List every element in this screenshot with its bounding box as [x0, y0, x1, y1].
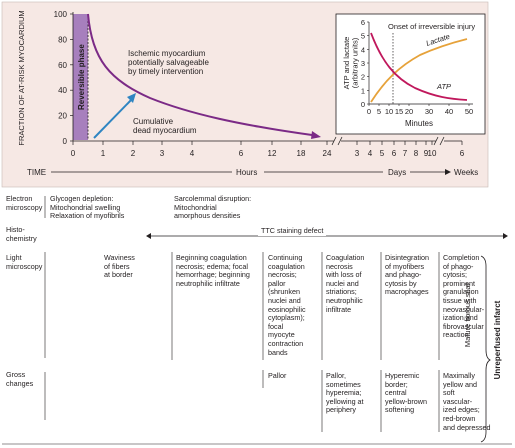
inset-y-tick-label: 6 [361, 18, 365, 27]
inset-x-tick-label: 30 [425, 107, 433, 116]
x-tick-label: 6 [239, 149, 244, 158]
inset-y-tick-label: 4 [361, 45, 365, 54]
gross-cell: Maximally yellow and soft vascular- ized… [443, 371, 491, 432]
x-tick-label: 6 [460, 149, 465, 158]
dead-myocardium-label: Cumulative dead myocardium [133, 117, 197, 135]
y-tick-label: 100 [54, 10, 68, 19]
y-tick-label: 40 [58, 86, 67, 95]
x-tick-label: 10 [428, 149, 437, 158]
gross-cell: Pallor [268, 371, 287, 380]
inset-x-axis-label: Minutes [405, 119, 433, 128]
x-axis-break-hours-days [331, 136, 343, 146]
time-label: TIME [27, 168, 46, 177]
lm-cell: Waviness of fibers at border [104, 253, 135, 280]
atp-label: ATP [436, 82, 451, 91]
x-axis-break-days-weeks [433, 136, 445, 146]
x-tick-label: 18 [297, 149, 306, 158]
inset-y-axis-label: ATP and lactate(arbitrary units) [342, 37, 360, 90]
x-tick-label: 3 [160, 149, 165, 158]
lactate-curve [370, 38, 468, 103]
inset-x-tick-label: 10 [385, 107, 393, 116]
weeks-label: Weeks [454, 168, 478, 177]
row-label-gross-changes: Gross changes [6, 370, 34, 388]
inset-x-ticks: 0 5 10 15 20 30 40 50 [367, 104, 473, 116]
inset-x-tick-label: 40 [445, 107, 453, 116]
ttc-staining-defect: TTC staining defect [258, 226, 327, 236]
x-tick-label: 3 [355, 149, 360, 158]
lm-cell: Disintegration of myofibers and phago- c… [385, 253, 429, 297]
inset-y-tick-label: 3 [361, 59, 365, 68]
atp-curve [370, 32, 468, 101]
x-tick-label: 2 [131, 149, 136, 158]
x-tick-label: 24 [323, 149, 332, 158]
inset-x-tick-label: 5 [377, 107, 381, 116]
row-label-electron-microscopy: Electron microscopy [6, 194, 43, 212]
gross-cell: Pallor, sometimes hyperemia; yellowing a… [326, 371, 364, 415]
dead-myocardium-arrow [93, 97, 134, 139]
inset-title: Onset of irreversible injury [388, 22, 475, 31]
y-tick-label: 0 [63, 137, 68, 146]
ttc-arrow-right-head [503, 233, 508, 239]
reversible-phase-label: Reversible phase [77, 44, 86, 110]
hours-label: Hours [236, 168, 257, 177]
lm-cell: Continuing coagulation necrosis; pallor … [268, 253, 306, 357]
row-label-light-microscopy: Light microscopy [6, 253, 43, 271]
lm-cell: Beginning coagulation necrosis; edema; f… [176, 253, 250, 288]
em-sarcolemmal-disruption: Sarcolemmal disruption: Mitochondrial am… [174, 194, 252, 221]
ttc-arrow-left-head [146, 233, 151, 239]
unreperfused-infarct-label: Unreperfused infarct [493, 300, 502, 379]
y-axis-ticks: 100 80 60 40 20 0 [54, 10, 73, 146]
inset-panel [335, 13, 486, 135]
days-label: Days [388, 168, 406, 177]
ischemic-curve-arrowhead [311, 131, 321, 139]
inset-y-tick-label: 5 [361, 32, 365, 41]
inset-y-ticks: 6 5 4 3 2 1 0 [361, 18, 369, 109]
gross-cell: Hyperemic border; central yellow-brown s… [385, 371, 427, 415]
y-tick-label: 80 [58, 35, 67, 44]
inset-x-tick-label: 20 [405, 107, 413, 116]
x-tick-label: 0 [71, 149, 76, 158]
reversible-phase-band [73, 14, 88, 140]
ischemic-myocardium-curve [87, 13, 313, 136]
x-tick-label: 8 [414, 149, 419, 158]
x-tick-label: 5 [380, 149, 385, 158]
inset-y-tick-label: 2 [361, 73, 365, 82]
mature-fibrous-scar-label: Mature fibrous scar [463, 282, 472, 347]
y-tick-label: 60 [58, 61, 67, 70]
y-tick-label: 20 [58, 112, 67, 121]
lm-cell: Completion of phago- cytosis; prominent … [443, 253, 485, 340]
inset-x-tick-label: 50 [465, 107, 473, 116]
x-tick-label: 6 [392, 149, 397, 158]
inset-x-tick-label: 0 [367, 107, 371, 116]
x-tick-label: 9 [424, 149, 429, 158]
x-tick-label: 4 [190, 149, 195, 158]
x-tick-label: 1 [101, 149, 106, 158]
row-label-histochemistry: Histo- chemistry [6, 225, 37, 243]
inset-x-tick-label: 15 [395, 107, 403, 116]
dead-myocardium-arrowhead [127, 93, 136, 103]
x-tick-label: 4 [368, 149, 373, 158]
inset-y-tick-label: 0 [361, 100, 365, 109]
x-tick-label: 7 [403, 149, 408, 158]
ischemic-myocardium-label: Ischemic myocardium potentially salvageab… [128, 49, 209, 76]
inset-y-tick-label: 1 [361, 86, 365, 95]
em-glycogen-depletion: Glycogen depletion: Mitochondrial swelli… [50, 194, 125, 221]
lm-cell: Coagulation necrosis with loss of nuclei… [326, 253, 365, 314]
time-arrow-head [445, 169, 451, 175]
unreperfused-brace [480, 255, 491, 443]
x-axis-ticks: 0 1 2 3 4 6 12 18 24 3 4 5 6 7 8 9 10 6 [71, 141, 465, 158]
y-axis-label: FRACTION OF AT-RISK MYOCARDIUM [17, 10, 26, 145]
x-tick-label: 12 [268, 149, 277, 158]
timeline-column-dividers [171, 252, 440, 432]
